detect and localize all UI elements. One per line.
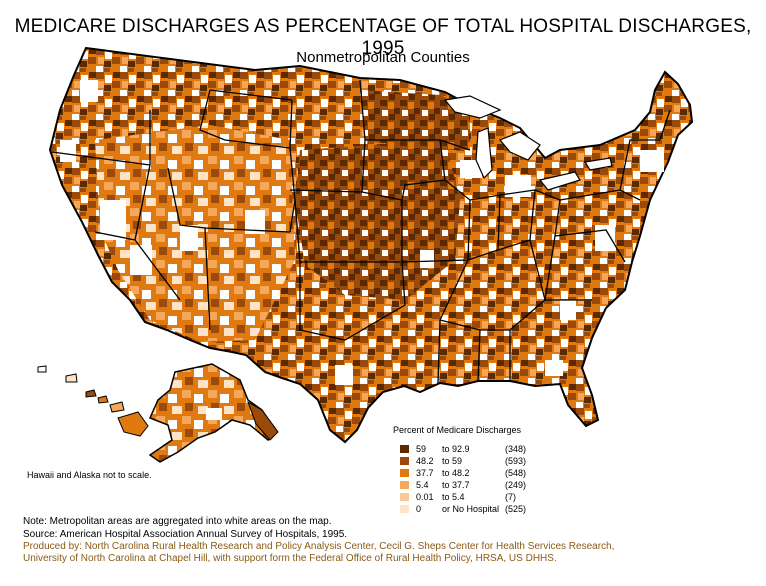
plains-dark-region: [295, 140, 460, 300]
legend-high: to 5.4: [442, 492, 465, 502]
legend-swatch: [400, 445, 409, 453]
metro-note: Note: Metropolitan areas are aggregated …: [23, 516, 332, 527]
legend-high: to 92.9: [442, 444, 470, 454]
hawaii-islands: [37, 365, 149, 437]
map-title: MEDICARE DISCHARGES AS PERCENTAGE OF TOT…: [14, 16, 752, 59]
legend-count: (525): [505, 504, 527, 514]
legend-count: (7): [505, 492, 516, 502]
credit-line-2: University of North Carolina at Chapel H…: [23, 553, 557, 564]
legend-low: 0: [416, 504, 422, 514]
source-note: Source: American Hospital Association An…: [23, 529, 348, 540]
legend-low: 0.01: [416, 492, 434, 502]
legend-swatch: [400, 481, 409, 489]
legend-count: (348): [505, 444, 527, 454]
legend-low: 5.4: [416, 480, 429, 490]
legend-title: Percent of Medicare Discharges: [393, 425, 522, 435]
legend-count: (548): [505, 468, 527, 478]
legend-count: (593): [505, 456, 527, 466]
scale-note: Hawaii and Alaska not to scale.: [27, 470, 152, 480]
legend-high: or No Hospital: [442, 504, 500, 514]
legend-high: to 48.2: [442, 468, 470, 478]
state-borders: [51, 79, 671, 384]
legend-high: to 59: [442, 456, 463, 466]
legend-swatch: [400, 469, 409, 477]
legend-swatch: [400, 493, 409, 501]
legend-swatch: [400, 505, 409, 513]
alaska-panhandle: [247, 400, 279, 441]
legend-count: (249): [505, 480, 527, 490]
legend-low: 37.7: [416, 468, 434, 478]
legend-swatch: [400, 457, 409, 465]
legend-low: 59: [416, 444, 427, 454]
legend-high: to 37.7: [442, 480, 470, 490]
alaska-metro: [206, 408, 222, 420]
great-lakes: [443, 95, 613, 191]
map-subtitle: Nonmetropolitan Counties: [296, 49, 470, 66]
credit-line-1: Produced by: North Carolina Rural Health…: [23, 541, 615, 552]
legend-low: 48.2: [416, 456, 434, 466]
upper-midwest-dark-region: [360, 90, 470, 150]
